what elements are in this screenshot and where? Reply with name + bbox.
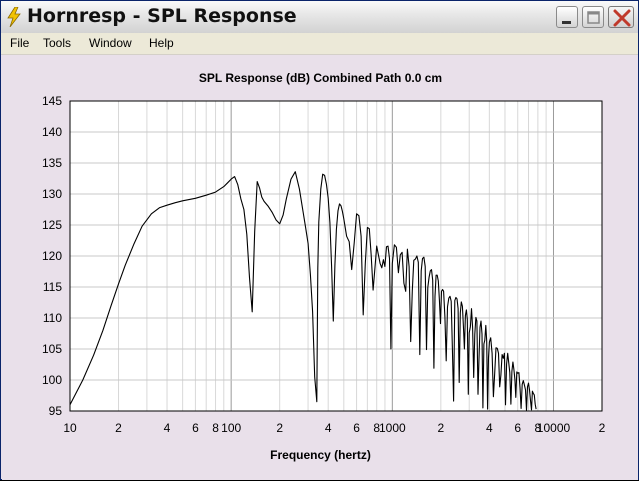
plot-frame xyxy=(69,100,603,412)
y-tick-label: 100 xyxy=(42,373,62,387)
y-tick-label: 125 xyxy=(42,218,62,232)
y-tick-label: 130 xyxy=(42,187,62,201)
y-tick-label: 135 xyxy=(42,156,62,170)
x-tick-label: 10000 xyxy=(537,421,571,435)
y-tick-label: 110 xyxy=(43,311,62,325)
x-tick-label: 4 xyxy=(486,421,493,435)
x-tick-label: 6 xyxy=(353,421,360,435)
menu-file[interactable]: File xyxy=(10,36,30,50)
y-tick-label: 95 xyxy=(49,404,63,418)
window-title: Hornresp - SPL Response xyxy=(27,5,297,27)
x-tick-label: 8 xyxy=(212,421,219,435)
x-tick-label: 100 xyxy=(221,421,241,435)
maximize-icon xyxy=(587,11,600,24)
lightning-bolt-icon xyxy=(7,7,21,27)
close-button[interactable] xyxy=(608,6,634,28)
y-tick-label: 145 xyxy=(42,94,62,108)
y-tick-label: 140 xyxy=(42,125,62,139)
x-tick-label: 2 xyxy=(276,421,283,435)
maximize-button[interactable] xyxy=(582,6,604,28)
x-tick-label: 8 xyxy=(373,421,380,435)
x-axis-label: Frequency (hertz) xyxy=(270,448,371,462)
minimize-button[interactable] xyxy=(556,6,578,28)
y-tick-label: 105 xyxy=(42,342,62,356)
menu-bar: File Tools Window Help xyxy=(1,33,638,55)
title-bar[interactable]: Hornresp - SPL Response xyxy=(1,1,638,34)
y-tick-label: 115 xyxy=(43,280,62,294)
x-tick-label: 4 xyxy=(164,421,171,435)
x-tick-label: 8 xyxy=(535,421,542,435)
x-tick-label: 2 xyxy=(437,421,444,435)
menu-help[interactable]: Help xyxy=(149,36,174,50)
x-tick-label: 6 xyxy=(192,421,199,435)
spl-response-line xyxy=(69,171,537,411)
x-tick-label: 6 xyxy=(514,421,521,435)
y-tick-label: 120 xyxy=(42,249,62,263)
menu-tools[interactable]: Tools xyxy=(43,36,72,50)
x-tick-label: 2 xyxy=(599,421,606,435)
chart-title: SPL Response (dB) Combined Path 0.0 cm xyxy=(198,71,443,85)
x-tick-label: 2 xyxy=(115,421,122,435)
x-tick-label: 10 xyxy=(63,421,77,435)
minimize-icon xyxy=(562,21,571,24)
menu-window[interactable]: Window xyxy=(89,36,132,50)
x-tick-label: 1000 xyxy=(379,421,406,435)
close-icon xyxy=(613,9,631,27)
x-tick-label: 4 xyxy=(325,421,332,435)
